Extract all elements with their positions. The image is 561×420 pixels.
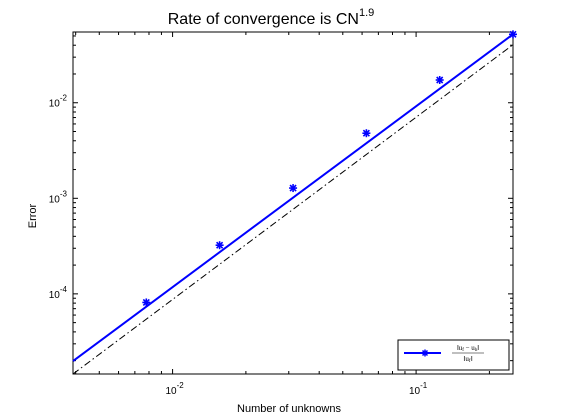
error-series-line (72, 33, 514, 362)
reference-slope-line (72, 44, 514, 375)
y-axis-label: Error (27, 203, 39, 228)
data-point-marker (289, 184, 298, 193)
y-tick-label: 10-3 (49, 189, 68, 205)
legend: ‖uf − uh‖ ‖uf‖ (397, 339, 510, 371)
x-tick-label: 10-1 (409, 381, 428, 397)
x-axis-label: Number of unknowns (237, 403, 341, 415)
data-point-marker (362, 129, 371, 138)
y-tick-label: 10-2 (49, 94, 68, 110)
axis-ticks: 10-2 10-1 10-4 10-3 10-2 (49, 32, 513, 397)
data-point-marker (435, 76, 444, 84)
chart-title-main: Rate of convergence is CN (168, 11, 359, 28)
chart-title-exponent: 1.9 (359, 7, 374, 19)
data-point-marker (215, 241, 224, 250)
legend-marker (421, 349, 429, 357)
y-tick-label: 10-4 (49, 285, 68, 301)
data-point-marker (509, 30, 517, 39)
legend-denominator: ‖uf‖ (463, 355, 472, 364)
legend-numerator: ‖uf − uh‖ (457, 344, 480, 353)
data-point-marker (142, 298, 151, 307)
chart-title: Rate of convergence is CN1.9 (168, 7, 375, 28)
x-tick-label: 10-2 (165, 381, 184, 397)
legend-box (397, 339, 510, 371)
data-series (72, 30, 517, 375)
